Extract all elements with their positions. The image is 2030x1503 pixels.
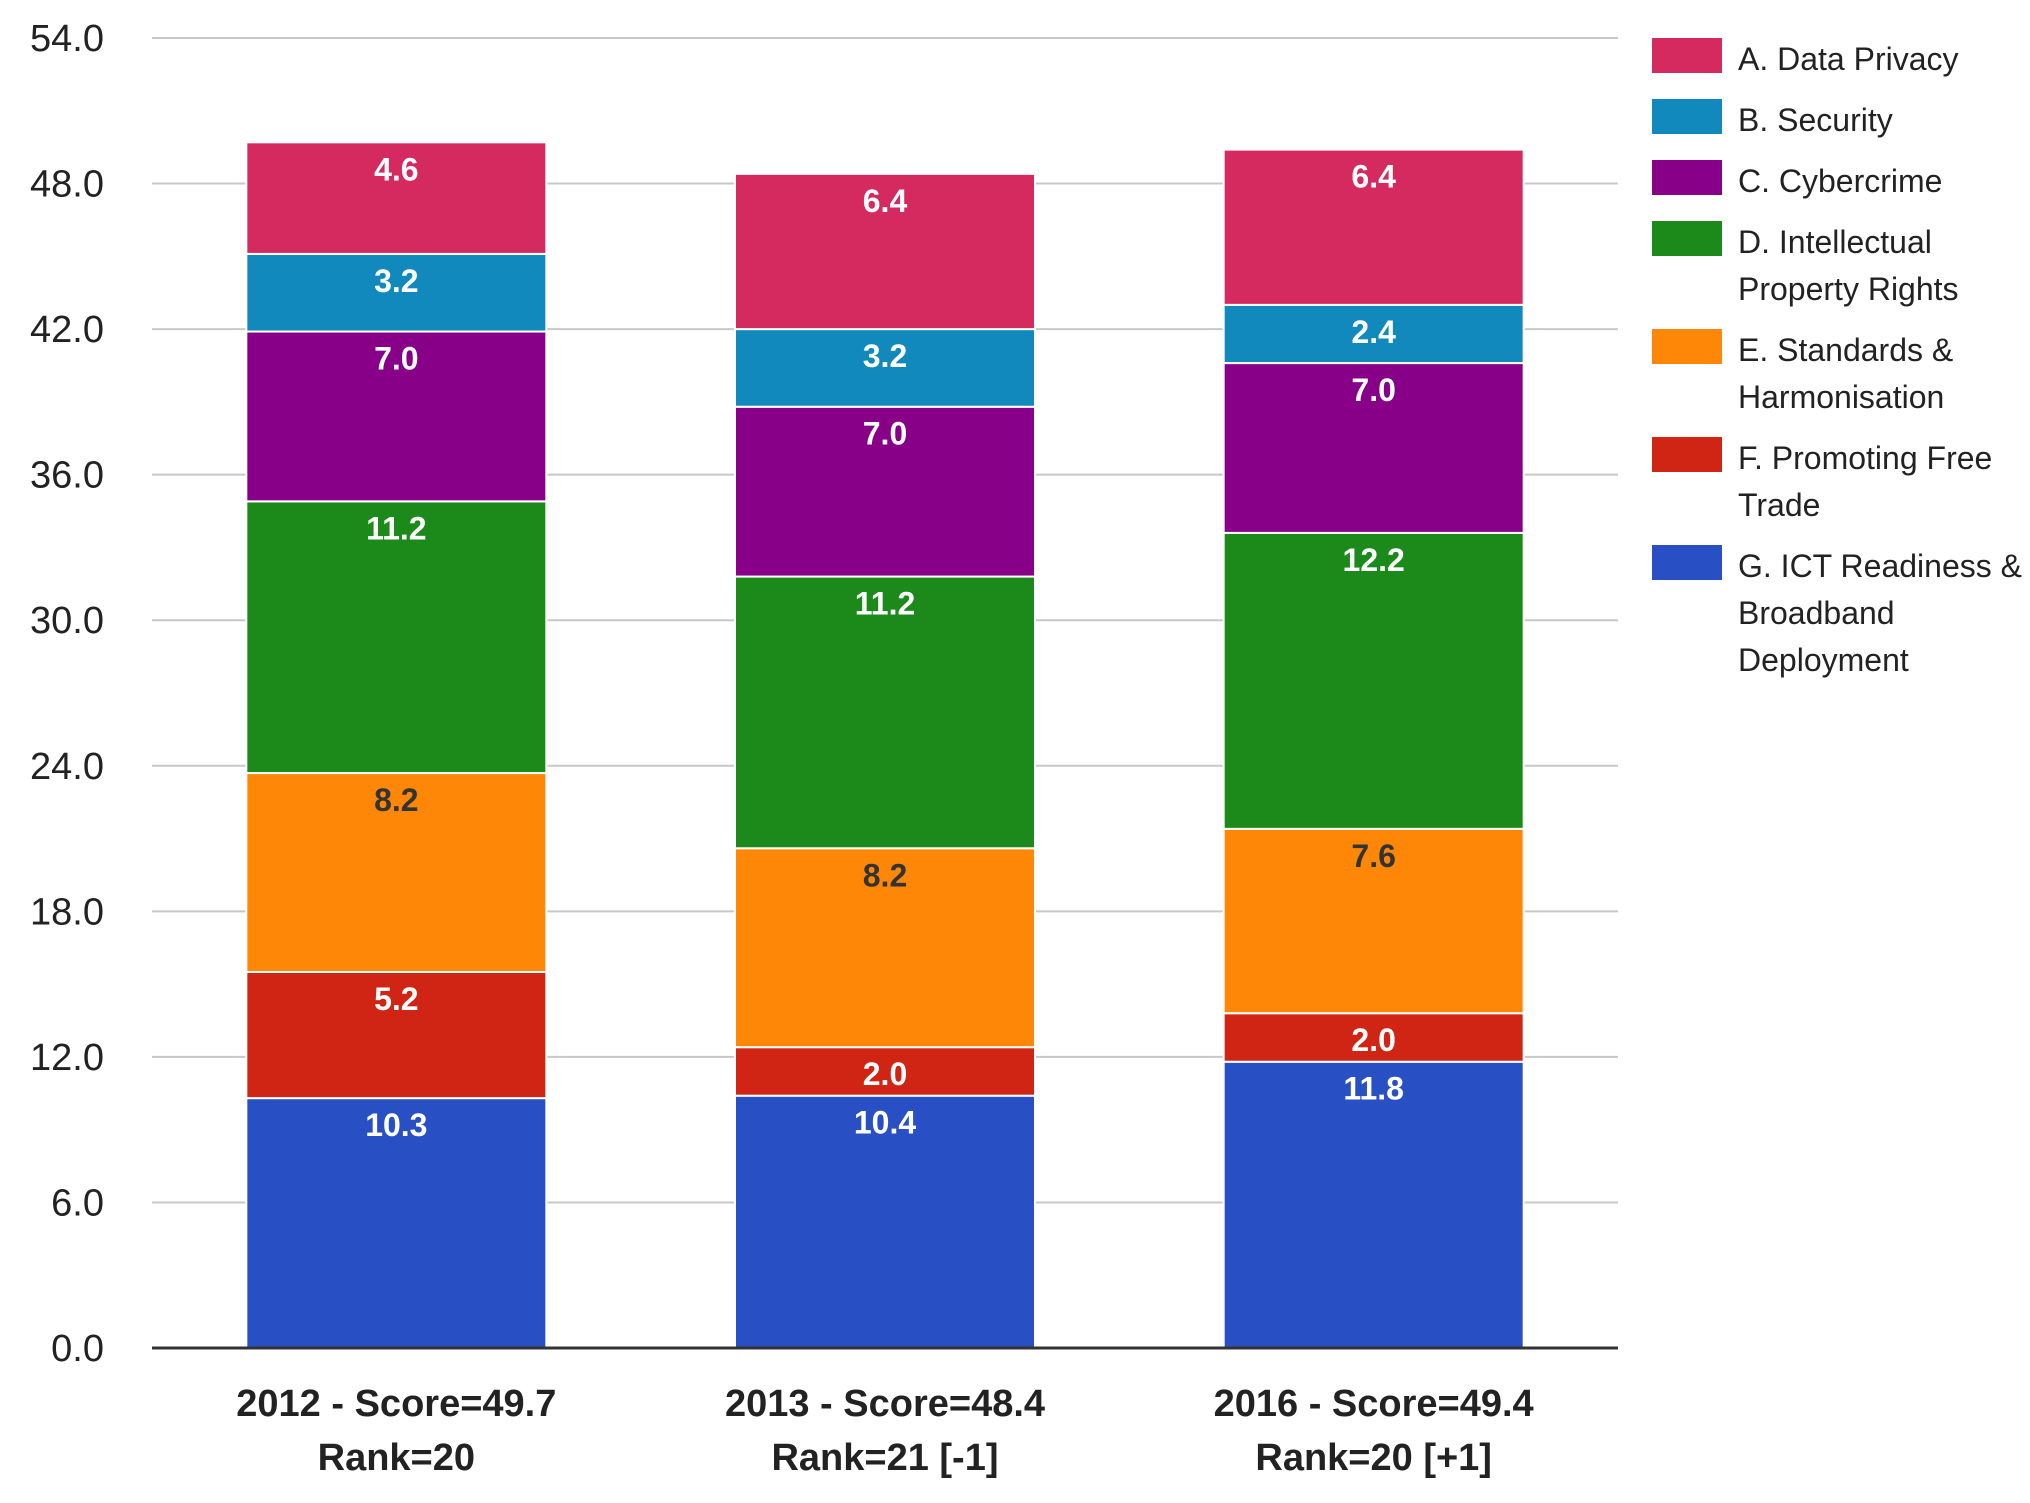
y-tick-label: 48.0 [30, 164, 104, 206]
data-label: 5.2 [374, 981, 418, 1017]
bar-segment [734, 405, 1036, 578]
legend-label: F. Promoting Free Trade [1738, 440, 1993, 523]
data-label: 2.4 [1351, 314, 1396, 350]
legend-label: D. Intellectual Property Rights [1738, 224, 1959, 307]
x-category-label: Rank=21 [-1] [771, 1437, 998, 1479]
bar-segment [245, 330, 548, 503]
data-label: 7.0 [863, 416, 907, 452]
data-labels: 10.3 5.2 8.2 11.2 7.0 3.2 4.6 10.4 2.0 8.2 11.2 7.0… [365, 151, 1405, 1143]
y-tick-label: 30.0 [30, 600, 104, 642]
data-label: 11.2 [855, 586, 916, 622]
legend-swatch [1652, 221, 1722, 256]
legend-item: B. Security [1652, 97, 2024, 144]
bar-segment [1222, 148, 1525, 306]
legend-swatch [1652, 160, 1722, 195]
legend-swatch [1652, 38, 1722, 73]
legend-label: G. ICT Readiness & Broadband Deployment [1738, 548, 2022, 678]
x-category-label: 2012 - Score=49.7 [236, 1383, 556, 1425]
bar-segment [734, 172, 1036, 331]
legend-item: G. ICT Readiness & Broadband Deployment [1652, 543, 2024, 684]
x-category-label: 2016 - Score=49.4 [1214, 1383, 1534, 1425]
y-tick-label: 24.0 [30, 746, 104, 788]
bar-segment [245, 141, 548, 255]
bar-segment [245, 252, 548, 333]
data-label: 10.3 [365, 1107, 427, 1143]
legend-label: A. Data Privacy [1738, 41, 1959, 77]
data-label: 12.2 [1343, 542, 1405, 578]
legend-label: C. Cybercrime [1738, 163, 1943, 199]
x-axis: 2012 - Score=49.7 Rank=20 2013 - Score=48.… [152, 1346, 1618, 1479]
legend-swatch [1652, 545, 1722, 580]
bar-segment [1222, 303, 1525, 365]
x-category-label: 2013 - Score=48.4 [725, 1383, 1045, 1425]
data-label: 11.2 [366, 510, 427, 546]
bar-segment [734, 847, 1036, 1049]
bars [245, 141, 1525, 1350]
y-tick-label: 0.0 [51, 1328, 104, 1370]
bar-segment [734, 1046, 1036, 1097]
legend: A. Data Privacy B. Security C. Cybercrime D… [1652, 36, 2024, 698]
bar-segment [1222, 1060, 1525, 1349]
data-label: 7.0 [1351, 372, 1395, 408]
legend-item: F. Promoting Free Trade [1652, 435, 2024, 529]
data-label: 2.0 [863, 1056, 907, 1092]
y-tick-label: 12.0 [30, 1037, 104, 1079]
bar-segment [1222, 827, 1525, 1015]
bar-segment [245, 772, 548, 973]
bar-segment [734, 1094, 1036, 1350]
x-category-label: Rank=20 [+1] [1255, 1437, 1492, 1479]
data-label: 7.6 [1351, 838, 1395, 874]
legend-item: E. Standards & Harmonisation [1652, 327, 2024, 421]
legend-swatch [1652, 437, 1722, 472]
legend-label: B. Security [1738, 102, 1893, 138]
data-label: 8.2 [374, 782, 418, 818]
y-tick-label: 54.0 [30, 18, 104, 60]
data-label: 8.2 [863, 857, 907, 893]
y-axis: 0.0 6.0 12.0 18.0 24.0 30.0 36.0 42.0 48.0 54.0 [30, 18, 104, 1370]
legend-item: A. Data Privacy [1652, 36, 2024, 83]
legend-item: D. Intellectual Property Rights [1652, 219, 2024, 313]
bar-segment [245, 1097, 548, 1350]
bar-segment [1222, 1012, 1525, 1063]
y-tick-label: 6.0 [51, 1182, 104, 1224]
legend-swatch [1652, 329, 1722, 364]
y-tick-label: 36.0 [30, 455, 104, 497]
y-tick-label: 42.0 [30, 309, 104, 351]
legend-label: E. Standards & Harmonisation [1738, 332, 1954, 415]
legend-swatch [1652, 99, 1722, 134]
stacked-bar-chart: 0.0 6.0 12.0 18.0 24.0 30.0 36.0 42.0 48.0 54.0 1… [30, 18, 1618, 1479]
bar-segment [245, 500, 548, 775]
data-label: 10.4 [854, 1105, 916, 1141]
data-label: 6.4 [863, 183, 908, 219]
data-label: 4.6 [374, 151, 418, 187]
y-tick-label: 18.0 [30, 891, 104, 933]
data-label: 3.2 [863, 338, 907, 374]
data-label: 6.4 [1351, 159, 1396, 195]
bar-segment [1222, 362, 1525, 534]
data-label: 7.0 [374, 341, 418, 377]
data-label: 2.0 [1351, 1022, 1395, 1058]
legend-item: C. Cybercrime [1652, 158, 2024, 205]
data-label: 3.2 [374, 263, 418, 299]
data-label: 11.8 [1343, 1071, 1404, 1107]
x-category-label: Rank=20 [318, 1437, 475, 1479]
bar-segment [1222, 531, 1525, 830]
bar-segment [734, 575, 1036, 850]
bar-segment [245, 970, 548, 1100]
